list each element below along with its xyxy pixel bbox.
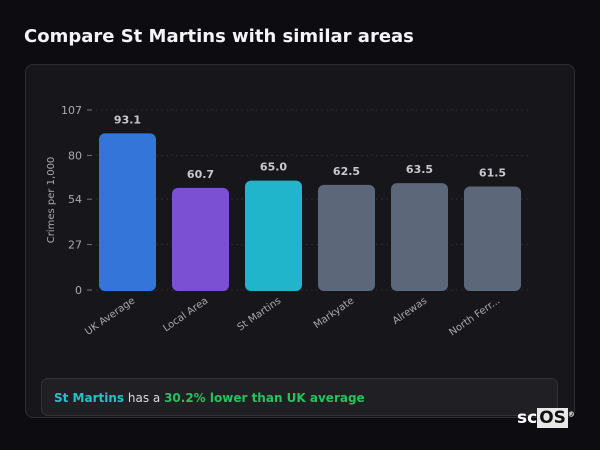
bar-value-label: 63.5 — [406, 163, 433, 176]
x-tick-label: UK Average — [83, 295, 137, 337]
bar-value-label: 61.5 — [479, 167, 506, 180]
logo-sc: sc — [517, 408, 538, 428]
x-tick-label: North Ferr... — [447, 295, 502, 338]
x-tick-label: Markyate — [312, 295, 356, 331]
bar — [464, 186, 521, 291]
logo-mark: ® — [567, 410, 575, 419]
bar — [391, 183, 448, 291]
summary-highlight: 30.2% lower than UK average — [164, 391, 365, 405]
x-tick-label: Local Area — [161, 295, 210, 334]
x-tick-label: St Martins — [235, 295, 283, 333]
y-tick-label: 107 — [61, 104, 82, 117]
summary-area: St Martins — [54, 391, 125, 405]
bar-value-label: 62.5 — [333, 165, 360, 178]
bar — [172, 187, 229, 291]
comparison-summary: St Martins has a 30.2% lower than UK ave… — [41, 378, 558, 416]
bar-value-label: 93.1 — [114, 113, 141, 126]
summary-text: has a — [124, 391, 165, 405]
bar — [318, 184, 375, 291]
y-tick-label: 27 — [68, 239, 82, 252]
y-tick-label: 0 — [75, 284, 82, 297]
bar — [99, 133, 156, 291]
y-tick-label: 80 — [68, 149, 82, 162]
page-title: Compare St Martins with similar areas — [24, 26, 414, 47]
y-axis-label: Crimes per 1,000 — [46, 157, 57, 244]
bar-value-label: 60.7 — [187, 168, 214, 181]
x-tick-label: Alrewas — [391, 295, 429, 326]
bar-value-label: 65.0 — [260, 161, 287, 174]
y-tick-label: 54 — [68, 193, 82, 206]
bar — [245, 180, 302, 291]
logo-os: OS — [537, 408, 568, 428]
scos-logo: sc OS ® — [517, 408, 575, 428]
